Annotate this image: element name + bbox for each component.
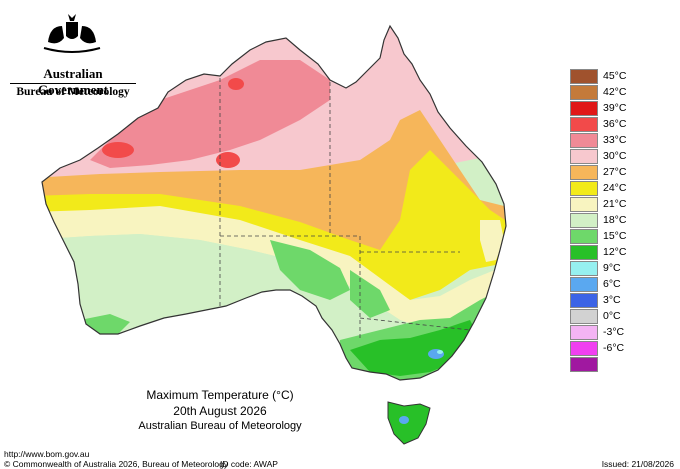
legend-label: 6°C — [603, 278, 621, 290]
legend-swatch — [570, 229, 598, 244]
legend-swatch — [570, 245, 598, 260]
legend-swatch — [570, 101, 598, 116]
legend-label: 36°C — [603, 118, 627, 130]
legend-label: 12°C — [603, 246, 627, 258]
legend-item: 9°C — [570, 261, 634, 277]
legend-swatch — [570, 293, 598, 308]
legend-label: 18°C — [603, 214, 627, 226]
legend-swatch — [570, 69, 598, 84]
map-title-block: Maximum Temperature (°C) 20th August 202… — [110, 387, 330, 433]
legend-label: 45°C — [603, 70, 627, 82]
footer-id-code: ID code: AWAP — [220, 459, 278, 469]
header-divider — [10, 83, 136, 84]
footer-url[interactable]: http://www.bom.gov.au — [4, 449, 90, 459]
legend-label: 3°C — [603, 294, 621, 306]
legend-label: -3°C — [603, 326, 625, 338]
legend-item: 24°C — [570, 181, 634, 197]
map-title: Maximum Temperature (°C) — [146, 388, 294, 402]
legend-item: 21°C — [570, 197, 634, 213]
legend-item — [570, 357, 634, 373]
legend-swatch — [570, 357, 598, 372]
legend-item: -3°C — [570, 325, 634, 341]
temperature-legend: 45°C 42°C 39°C 36°C 33°C 30°C 27°C 24°C 21°C 18°C… — [570, 69, 634, 381]
coat-of-arms-icon — [43, 14, 101, 53]
legend-label: 21°C — [603, 198, 627, 210]
legend-item: 33°C — [570, 133, 634, 149]
legend-item: 15°C — [570, 229, 634, 245]
footer-copyright: © Commonwealth of Australia 2026, Bureau… — [4, 459, 229, 469]
government-logo: Australian Government Bureau of Meteorol… — [8, 8, 138, 100]
legend-swatch — [570, 341, 598, 356]
legend-item: 39°C — [570, 101, 634, 117]
legend-label: 0°C — [603, 310, 621, 322]
legend-swatch — [570, 197, 598, 212]
legend-label: -6°C — [603, 342, 625, 354]
map-date: 20th August 2026 — [173, 404, 267, 418]
legend-label: 30°C — [603, 150, 627, 162]
legend-swatch — [570, 165, 598, 180]
legend-label: 27°C — [603, 166, 627, 178]
legend-item: -6°C — [570, 341, 634, 357]
legend-swatch — [570, 181, 598, 196]
legend-swatch — [570, 133, 598, 148]
legend-item: 6°C — [570, 277, 634, 293]
legend-item: 12°C — [570, 245, 634, 261]
legend-item: 36°C — [570, 117, 634, 133]
legend-swatch — [570, 261, 598, 276]
government-title: Australian Government — [37, 66, 109, 97]
legend-item: 27°C — [570, 165, 634, 181]
legend-label: 9°C — [603, 262, 621, 274]
legend-item: 42°C — [570, 85, 634, 101]
legend-swatch — [570, 325, 598, 340]
legend-swatch — [570, 213, 598, 228]
bureau-title: Bureau of Meteorology — [16, 86, 130, 98]
legend-item: 18°C — [570, 213, 634, 229]
legend-swatch — [570, 117, 598, 132]
legend-item: 3°C — [570, 293, 634, 309]
legend-label: 24°C — [603, 182, 627, 194]
footer-issued-date: Issued: 21/08/2026 — [601, 459, 674, 469]
legend-swatch — [570, 277, 598, 292]
legend-label: 42°C — [603, 86, 627, 98]
legend-item: 30°C — [570, 149, 634, 165]
legend-swatch — [570, 85, 598, 100]
legend-label: 33°C — [603, 134, 627, 146]
legend-label: 15°C — [603, 230, 627, 242]
legend-swatch — [570, 149, 598, 164]
legend-swatch — [570, 309, 598, 324]
legend-item: 45°C — [570, 69, 634, 85]
map-source: Australian Bureau of Meteorology — [138, 420, 302, 432]
legend-label: 39°C — [603, 102, 627, 114]
legend-item: 0°C — [570, 309, 634, 325]
